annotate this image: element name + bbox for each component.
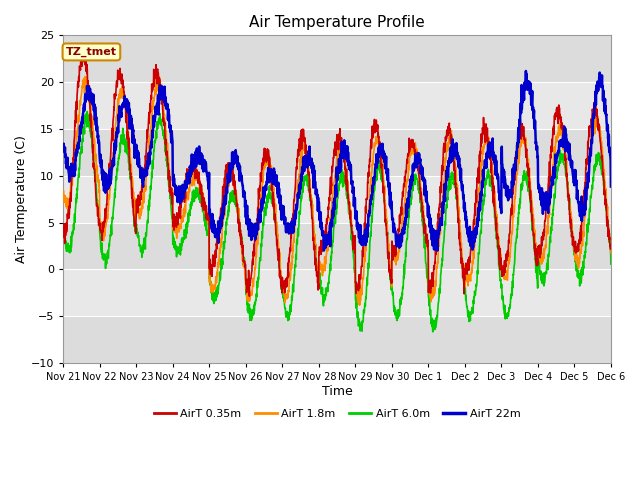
AirT 1.8m [356,302,364,308]
Bar [63,176,611,223]
AirT 0.35m [212,250,220,255]
AirT 1.8m [82,73,90,79]
Legend: AirT 0.35m, AirT 1.8m, AirT 6.0m, AirT 22m: AirT 0.35m, AirT 1.8m, AirT 6.0m, AirT 2… [149,404,525,423]
AirT 22m [559,135,567,141]
Y-axis label: Air Termperature (C): Air Termperature (C) [15,135,28,263]
AirT 22m [607,184,614,190]
AirT 1.8m [365,204,373,209]
AirT 22m [574,199,582,205]
AirT 6.0m [607,261,614,267]
AirT 6.0m [365,258,372,264]
AirT 0.35m [497,263,504,269]
AirT 6.0m [559,156,567,162]
AirT 1.8m [607,246,614,252]
AirT 1.8m [60,194,67,200]
AirT 0.35m [353,284,361,290]
AirT 0.35m [365,162,373,168]
Line: AirT 0.35m: AirT 0.35m [63,47,611,296]
Bar [63,223,611,269]
X-axis label: Time: Time [322,385,353,398]
AirT 6.0m [574,267,582,273]
AirT 6.0m [60,226,67,231]
Text: TZ_tmet: TZ_tmet [66,47,117,57]
AirT 22m [60,142,67,147]
AirT 0.35m [80,44,88,50]
Line: AirT 1.8m: AirT 1.8m [63,76,611,305]
AirT 1.8m [497,258,504,264]
AirT 22m [522,68,530,74]
AirT 0.35m [559,139,567,145]
AirT 22m [365,211,372,217]
AirT 6.0m [353,309,361,314]
AirT 22m [497,200,504,205]
AirT 6.0m [83,108,91,114]
Bar [63,36,611,82]
Bar [63,269,611,316]
Line: AirT 22m: AirT 22m [63,71,611,251]
AirT 1.8m [353,293,361,299]
AirT 0.35m [60,230,67,236]
Line: AirT 6.0m: AirT 6.0m [63,111,611,332]
Bar [63,82,611,129]
Title: Air Temperature Profile: Air Temperature Profile [249,15,425,30]
AirT 22m [353,208,360,214]
AirT 0.35m [246,293,253,299]
AirT 1.8m [212,279,220,285]
AirT 0.35m [574,241,582,247]
AirT 22m [212,234,220,240]
AirT 6.0m [497,277,504,283]
AirT 1.8m [574,256,582,262]
AirT 0.35m [607,242,614,248]
AirT 22m [433,248,441,253]
Bar [63,129,611,176]
Bar [63,316,611,363]
AirT 1.8m [559,132,567,137]
AirT 6.0m [212,288,220,293]
AirT 6.0m [429,329,436,335]
